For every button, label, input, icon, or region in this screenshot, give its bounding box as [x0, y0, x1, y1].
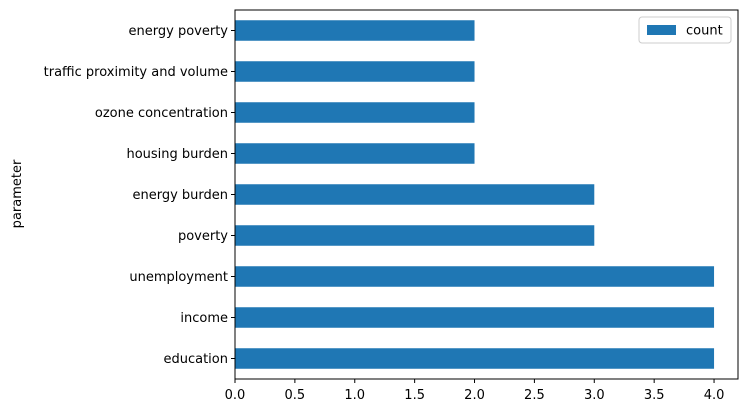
plot-frame	[234, 9, 739, 380]
x-tick-label: 3.0	[584, 388, 605, 403]
bars-layer	[235, 20, 715, 369]
x-tick-label: 2.5	[524, 388, 545, 403]
legend: count	[638, 16, 732, 44]
x-axis-ticks: 0.0 0.5 1.0 1.5 2.0 2.5 3.0 3.5 4.0	[225, 379, 725, 403]
y-tick-label: unemployment	[129, 270, 228, 285]
x-tick-label: 1.0	[344, 388, 365, 403]
bar	[235, 61, 475, 82]
bar	[235, 307, 715, 328]
x-tick-label: 4.0	[704, 388, 725, 403]
bar	[235, 348, 715, 369]
y-axis-label: parameter	[10, 159, 25, 228]
y-axis-ticks: energy poverty traffic proximity and volu…	[44, 24, 235, 367]
x-tick-label: 0.0	[225, 388, 246, 403]
x-tick-label: 3.5	[644, 388, 665, 403]
y-tick-label: energy poverty	[129, 24, 229, 39]
bar	[235, 184, 595, 205]
bar	[235, 102, 475, 123]
bar	[235, 225, 595, 246]
legend-label: count	[686, 24, 723, 39]
legend-swatch	[647, 25, 676, 35]
bar	[235, 143, 475, 164]
y-tick-label: income	[180, 311, 228, 326]
y-tick-label: education	[163, 352, 228, 367]
y-tick-label: traffic proximity and volume	[44, 65, 228, 80]
bar	[235, 266, 715, 287]
x-tick-label: 2.0	[464, 388, 485, 403]
y-tick-label: poverty	[178, 229, 228, 244]
y-tick-label: energy burden	[132, 188, 228, 203]
y-tick-label: ozone concentration	[95, 106, 228, 121]
x-tick-label: 0.5	[285, 388, 306, 403]
y-tick-label: housing burden	[126, 147, 228, 162]
legend-frame	[638, 16, 732, 44]
x-tick-label: 1.5	[404, 388, 425, 403]
bar	[235, 20, 475, 41]
